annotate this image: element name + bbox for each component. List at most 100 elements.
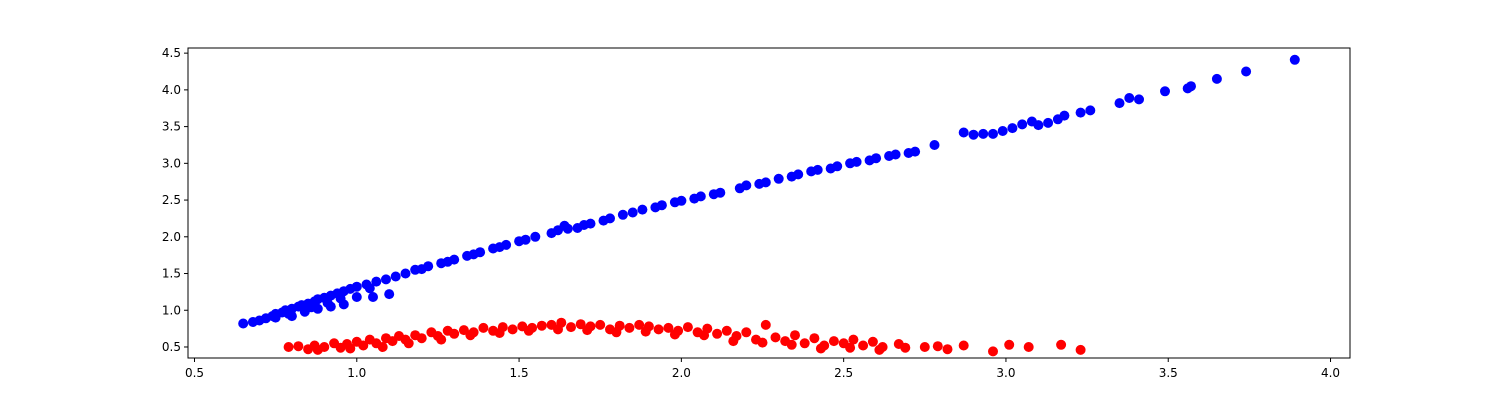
data-point: [741, 180, 752, 191]
data-point: [712, 328, 723, 339]
data-point: [958, 127, 969, 138]
data-point: [942, 344, 953, 355]
data-point: [582, 325, 593, 336]
data-point: [721, 325, 732, 336]
data-point: [306, 302, 317, 313]
data-point: [1241, 66, 1252, 77]
data-point: [815, 343, 826, 354]
data-point: [553, 324, 563, 335]
x-tick-label: 4.0: [1321, 366, 1340, 380]
data-point: [848, 334, 859, 345]
data-point: [809, 333, 820, 344]
data-point: [669, 329, 680, 340]
data-point: [689, 193, 700, 204]
data-point: [845, 158, 856, 169]
data-point: [381, 274, 391, 285]
y-axis: 0.5 1.0 1.5 2.0 2.5 3.0 3.5 4.0 4.5: [162, 46, 188, 354]
data-point: [663, 322, 674, 333]
data-point: [283, 308, 294, 319]
x-tick-label: 1.0: [347, 366, 366, 380]
data-point: [566, 322, 576, 333]
data-point: [874, 344, 885, 355]
data-point: [335, 293, 346, 304]
data-point: [270, 312, 281, 323]
data-point: [919, 342, 930, 352]
data-point: [1004, 339, 1015, 350]
data-point: [390, 271, 401, 282]
data-point: [799, 338, 810, 349]
data-point: [760, 177, 771, 188]
data-point: [1017, 119, 1028, 130]
data-point: [1007, 123, 1018, 134]
data-point: [617, 209, 628, 220]
data-point: [627, 207, 638, 218]
y-tick-label: 1.5: [162, 267, 181, 281]
data-point: [283, 342, 294, 352]
data-point: [699, 330, 710, 341]
data-point: [637, 204, 648, 215]
data-point: [585, 218, 596, 229]
data-point: [1075, 107, 1086, 118]
data-point: [468, 249, 479, 260]
data-point: [611, 327, 622, 338]
y-tick-label: 3.0: [162, 156, 181, 170]
data-point: [1160, 86, 1170, 97]
data-point: [1186, 81, 1196, 92]
data-point: [773, 173, 784, 184]
y-tick-label: 1.0: [162, 303, 181, 317]
data-point: [1023, 342, 1034, 352]
data-point: [530, 231, 541, 242]
y-tick-label: 2.0: [162, 230, 181, 244]
axes-frame: [187, 47, 1351, 359]
data-point: [449, 328, 460, 339]
x-tick-label: 0.5: [185, 366, 204, 380]
points-layer: [238, 54, 1300, 357]
data-point: [436, 334, 447, 345]
data-point: [507, 324, 518, 335]
data-point: [1033, 120, 1044, 131]
data-point: [997, 126, 1008, 136]
data-point: [968, 129, 979, 140]
data-point: [958, 340, 969, 351]
data-point: [293, 341, 304, 352]
data-point: [1134, 94, 1144, 105]
x-tick-label: 2.5: [834, 366, 853, 380]
data-point: [828, 336, 839, 347]
data-point: [572, 223, 583, 233]
data-point: [312, 344, 323, 355]
data-point: [1211, 73, 1222, 84]
data-point: [790, 330, 800, 341]
data-point: [536, 320, 547, 331]
data-point: [900, 342, 911, 353]
data-point: [351, 292, 362, 302]
y-tick-label: 4.0: [162, 83, 181, 97]
data-point: [595, 319, 606, 330]
data-point: [988, 346, 998, 357]
data-point: [988, 128, 998, 139]
data-point: [932, 341, 943, 352]
data-point: [669, 197, 680, 208]
data-point: [1056, 339, 1067, 350]
data-point: [351, 281, 362, 292]
data-point: [884, 151, 895, 161]
data-point: [364, 283, 375, 294]
data-point: [494, 242, 505, 253]
data-point: [368, 292, 378, 302]
data-point: [494, 328, 505, 338]
data-point: [929, 140, 940, 150]
x-tick-label: 3.0: [996, 366, 1015, 380]
data-point: [322, 297, 333, 308]
data-point: [624, 322, 635, 333]
data-point: [653, 324, 664, 335]
data-point: [238, 318, 249, 329]
data-point: [741, 327, 752, 338]
data-point: [867, 336, 878, 347]
data-point: [864, 155, 875, 166]
data-point: [559, 220, 570, 231]
data-point: [605, 213, 615, 224]
data-point: [345, 343, 356, 354]
data-point: [523, 325, 534, 336]
data-point: [358, 340, 369, 351]
data-point: [1043, 117, 1054, 128]
